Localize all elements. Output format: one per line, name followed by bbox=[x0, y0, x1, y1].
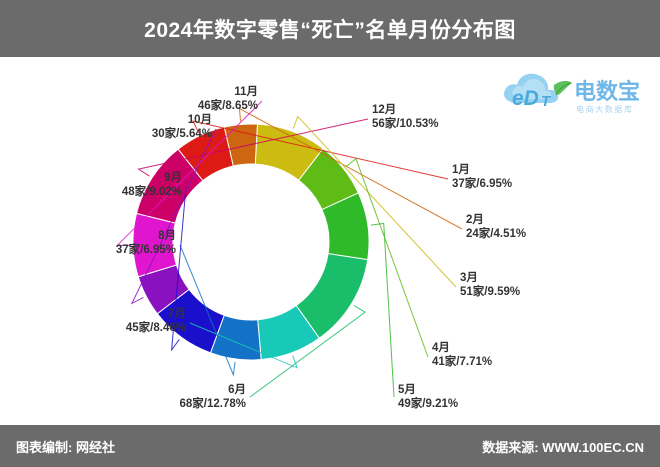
cloud-icon bbox=[504, 73, 559, 103]
slice-label-month: 1月 bbox=[452, 164, 470, 176]
slice-label-month: 10月 bbox=[187, 114, 212, 126]
leader-line-4月 bbox=[345, 157, 429, 358]
donut-chart bbox=[115, 100, 463, 398]
slice-label-2月: 2月 24家/4.51% bbox=[466, 213, 526, 242]
slice-label-month: 11月 bbox=[234, 86, 258, 98]
slice-label-value: 45家/8.46% bbox=[125, 322, 186, 335]
slice-label-month: 8月 bbox=[158, 230, 176, 242]
chart-canvas: 12月 56家/10.53% 1月 37家/6.95% 2月 24家/4.51% 3月 51家… bbox=[0, 57, 660, 425]
leader-line-1月 bbox=[192, 120, 449, 180]
slice-label-month: 3月 bbox=[460, 272, 478, 284]
slice-label-value: 37家/6.95% bbox=[115, 244, 176, 257]
slice-label-value: 56家/10.53% bbox=[372, 118, 439, 131]
slice-label-month: 6月 bbox=[228, 384, 246, 396]
slice-label-value: 49家/9.21% bbox=[398, 398, 459, 411]
slice-label-value: 46家/8.65% bbox=[197, 100, 258, 113]
slice-label-value: 30家/5.64% bbox=[151, 128, 212, 141]
leader-line-8月 bbox=[179, 244, 236, 377]
chart-title-bar: 2024年数字零售“死亡”名单月份分布图 bbox=[0, 0, 660, 57]
leader-line-11月 bbox=[115, 100, 263, 247]
slice-label-month: 7月 bbox=[168, 308, 186, 320]
slice-label-5月: 5月 49家/9.21% bbox=[398, 383, 458, 412]
slice-label-8月: 8月 37家/6.95% bbox=[116, 229, 176, 258]
footer-source: 数据来源: WWW.100EC.CN bbox=[482, 439, 644, 455]
leader-line-12月 bbox=[137, 118, 369, 177]
leader-line-6月 bbox=[249, 304, 367, 398]
leader-line-2月 bbox=[238, 107, 463, 230]
slice-label-value: 41家/7.71% bbox=[432, 356, 493, 369]
slice-label-4月: 4月 41家/7.71% bbox=[432, 341, 492, 370]
donut-slice-group bbox=[132, 123, 370, 361]
edt-logo: eD T 电数宝 电商大数据库 bbox=[496, 65, 646, 119]
chart-footer-bar: 图表编制: 网经社 数据来源: WWW.100EC.CN bbox=[0, 425, 660, 467]
slice-label-12月: 12月 56家/10.53% bbox=[372, 103, 439, 132]
svg-text:T: T bbox=[541, 93, 552, 110]
slice-label-month: 9月 bbox=[164, 172, 182, 184]
slice-label-month: 4月 bbox=[432, 342, 450, 354]
footer-credit: 图表编制: 网经社 bbox=[16, 439, 115, 455]
slice-label-value: 24家/4.51% bbox=[466, 228, 527, 241]
logo-mark-text: eD bbox=[512, 87, 539, 110]
logo-brand-text: 电数宝 bbox=[574, 79, 640, 104]
leader-line-5月 bbox=[370, 222, 395, 398]
slice-label-3月: 3月 51家/9.59% bbox=[460, 271, 520, 300]
slice-label-value: 48家/9.02% bbox=[121, 186, 182, 199]
slice-label-10月: 10月 30家/5.64% bbox=[152, 113, 212, 142]
slice-label-value: 37家/6.95% bbox=[452, 178, 513, 191]
logo-subtitle-text: 电商大数据库 bbox=[576, 104, 634, 114]
leader-line-3月 bbox=[292, 115, 457, 288]
slice-label-1月: 1月 37家/6.95% bbox=[452, 163, 512, 192]
leader-line-group bbox=[115, 100, 463, 398]
slice-label-9月: 9月 48家/9.02% bbox=[122, 171, 182, 200]
slice-label-value: 51家/9.59% bbox=[460, 286, 521, 299]
donut-slice-11月[interactable] bbox=[132, 212, 178, 278]
slice-label-month: 2月 bbox=[466, 214, 484, 226]
leader-line-10月 bbox=[130, 128, 217, 305]
page-title: 2024年数字零售“死亡”名单月份分布图 bbox=[144, 18, 516, 42]
slice-label-month: 12月 bbox=[372, 104, 397, 116]
leader-line-7月 bbox=[189, 322, 299, 369]
slice-label-month: 5月 bbox=[398, 384, 416, 396]
slice-label-11月: 11月 46家/8.65% bbox=[198, 85, 258, 114]
slice-label-value: 68家/12.78% bbox=[179, 398, 247, 411]
slice-label-7月: 7月 45家/8.46% bbox=[126, 307, 186, 336]
slice-label-6月: 6月 68家/12.78% bbox=[180, 383, 247, 412]
leader-line-9月 bbox=[170, 186, 187, 352]
